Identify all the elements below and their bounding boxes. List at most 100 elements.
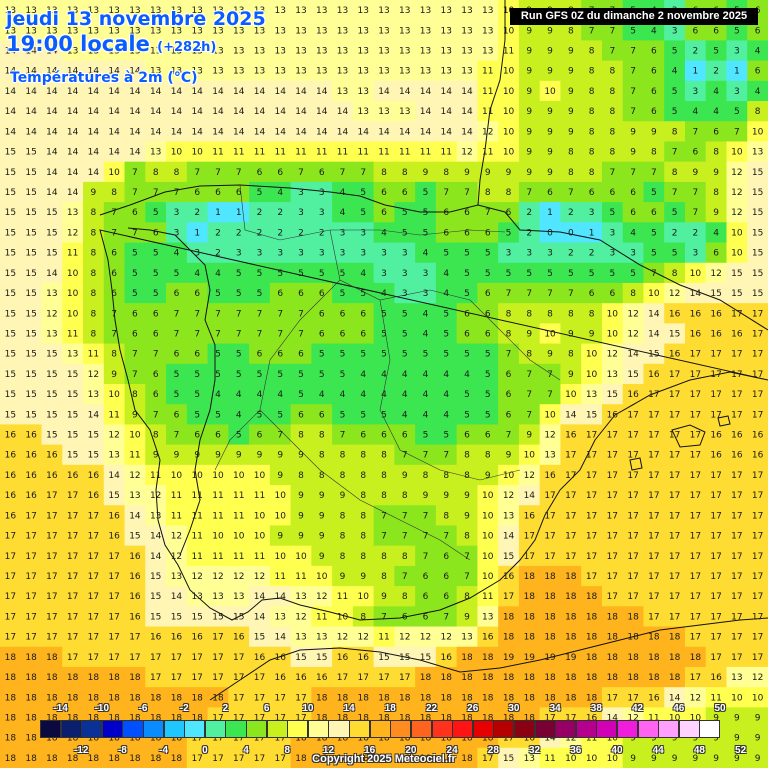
temperature-cell (518, 666, 541, 688)
temperature-cell (539, 343, 562, 365)
temperature-cell (726, 505, 748, 527)
temperature-cell (601, 262, 624, 284)
temperature-value: 15 (316, 653, 327, 663)
temperature-value: 9 (713, 734, 719, 744)
temperature-value: 16 (690, 329, 702, 339)
temperature-cell (332, 464, 354, 486)
temperature-cell (249, 444, 271, 466)
temperature-value: 9 (526, 87, 532, 97)
temperature-cell (186, 626, 209, 648)
temperature-value: 17 (669, 592, 680, 602)
temperature-cell (664, 222, 686, 244)
temperature-value: 17 (669, 532, 680, 542)
temperature-cell (332, 485, 354, 506)
temperature-cell (186, 303, 209, 324)
temperature-cell (166, 747, 188, 768)
temperature-cell (477, 606, 499, 628)
temperature-value: 17 (690, 612, 701, 622)
temperature-cell (498, 485, 520, 506)
temperature-value: 7 (257, 329, 263, 339)
temperature-value: 16 (648, 370, 660, 380)
temperature-value: 16 (627, 390, 639, 400)
temperature-value: 8 (464, 592, 470, 602)
temperature-value: 13 (274, 26, 285, 36)
temperature-value: 18 (669, 673, 681, 683)
temperature-value: 13 (129, 491, 140, 501)
temperature-value: 9 (672, 734, 678, 744)
temperature-value: 6 (651, 107, 657, 117)
temperature-value: 7 (277, 431, 283, 441)
temperature-value: 9 (319, 532, 325, 542)
temperature-value: 1 (589, 228, 595, 238)
temperature-value: 17 (669, 491, 680, 501)
temperature-value: 18 (25, 693, 37, 703)
temperature-cell (373, 626, 395, 648)
temperature-value: 9 (672, 754, 678, 764)
temperature-value: 13 (46, 329, 57, 339)
temperature-cell (145, 303, 167, 324)
temperature-value: 7 (547, 390, 553, 400)
temperature-value: 10 (565, 390, 577, 400)
temperature-value: 5 (194, 410, 200, 420)
temperature-cell (560, 666, 582, 688)
temperature-value: 6 (319, 289, 325, 299)
temperature-value: 18 (482, 653, 494, 663)
temperature-value: 17 (191, 734, 202, 744)
temperature-cell (726, 202, 748, 223)
temperature-cell (186, 464, 209, 486)
temperature-cell (539, 181, 562, 203)
temperature-value: 12 (565, 734, 576, 744)
temperature-cell (601, 485, 624, 506)
temperature-value: 13 (337, 87, 348, 97)
temperature-value: 9 (692, 168, 698, 178)
temperature-value: 7 (609, 47, 615, 57)
temperature-value: 9 (713, 713, 719, 723)
temperature-cell (124, 80, 146, 102)
temperature-cell (83, 20, 105, 42)
temperature-value: 5 (132, 249, 138, 259)
temperature-value: 18 (316, 754, 328, 764)
temperature-value: 15 (25, 390, 36, 400)
temperature-value: 18 (524, 592, 536, 602)
temperature-value: 17 (67, 511, 78, 521)
temperature-cell (62, 485, 84, 506)
temperature-value: 13 (295, 592, 306, 602)
temperature-value: 17 (233, 693, 244, 703)
temperature-value: 18 (108, 693, 120, 703)
temperature-value: 4 (755, 47, 761, 57)
temperature-value: 8 (402, 592, 408, 602)
temperature-value: 8 (589, 67, 595, 77)
temperature-value: 13 (191, 47, 202, 57)
temperature-value: 5 (713, 47, 719, 57)
temperature-cell (228, 262, 250, 284)
temperature-cell (103, 687, 126, 708)
temperature-cell (249, 20, 271, 42)
temperature-value: 9 (111, 370, 117, 380)
temperature-value: 11 (482, 87, 493, 97)
temperature-value: 15 (5, 249, 16, 259)
temperature-cell (145, 606, 167, 628)
temperature-cell (415, 101, 437, 122)
temperature-value: 18 (441, 713, 453, 723)
temperature-cell (332, 20, 354, 42)
temperature-value: 17 (731, 309, 742, 319)
legend-swatch (596, 720, 618, 738)
temperature-value: 17 (482, 754, 493, 764)
temperature-value: 17 (669, 511, 680, 521)
temperature-value: 9 (360, 572, 366, 582)
temperature-value: 18 (129, 673, 141, 683)
temperature-value: 4 (672, 67, 678, 77)
temperature-value: 13 (399, 47, 410, 57)
temperature-cell (249, 141, 271, 163)
temperature-cell (62, 404, 84, 426)
temperature-cell (249, 282, 271, 304)
temperature-value: 13 (46, 289, 57, 299)
temperature-value: 6 (506, 410, 512, 420)
temperature-cell (622, 242, 645, 264)
temperature-value: 17 (191, 673, 202, 683)
temperature-value: 7 (443, 451, 449, 461)
temperature-cell (0, 384, 22, 405)
temperature-value: 17 (586, 491, 597, 501)
temperature-cell (207, 404, 229, 426)
temperature-value: 7 (360, 168, 366, 178)
